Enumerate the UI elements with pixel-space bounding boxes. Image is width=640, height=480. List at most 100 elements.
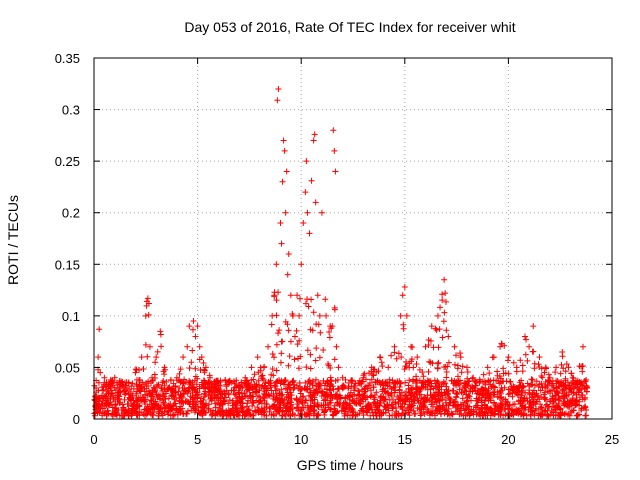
- scatter-point: [100, 386, 107, 393]
- scatter-point: [244, 400, 251, 407]
- scatter-point: [376, 410, 383, 417]
- scatter-point: [458, 369, 465, 376]
- scatter-point: [436, 397, 443, 404]
- data-point: [345, 379, 352, 386]
- scatter-point: [272, 383, 279, 390]
- data-point: [165, 385, 172, 392]
- data-point: [271, 292, 278, 299]
- scatter-point: [491, 391, 498, 398]
- scatter-point: [583, 376, 590, 383]
- scatter-point: [557, 405, 564, 412]
- scatter-point: [191, 386, 198, 393]
- scatter-point: [557, 412, 564, 419]
- scatter-point: [388, 352, 395, 359]
- scatter-point: [455, 401, 462, 408]
- scatter-point: [442, 298, 449, 305]
- scatter-point: [116, 388, 123, 395]
- scatter-point: [208, 394, 215, 401]
- scatter-point: [381, 396, 388, 403]
- x-tick-label: 25: [605, 432, 619, 447]
- scatter-point: [237, 398, 244, 405]
- scatter-point: [226, 377, 233, 384]
- data-point: [542, 364, 549, 371]
- scatter-point: [390, 396, 397, 403]
- scatter-point: [276, 408, 283, 415]
- scatter-point: [276, 390, 283, 397]
- scatter-point: [96, 398, 103, 405]
- scatter-point: [440, 378, 447, 385]
- x-tick-label: 15: [398, 432, 412, 447]
- scatter-point: [239, 408, 246, 415]
- scatter-point: [282, 385, 289, 392]
- scatter-point: [356, 391, 363, 398]
- x-tick-label: 5: [194, 432, 201, 447]
- scatter-point: [273, 367, 280, 374]
- scatter-point: [576, 394, 583, 401]
- scatter-point: [442, 363, 449, 370]
- scatter-point: [405, 385, 412, 392]
- data-point: [107, 385, 114, 392]
- scatter-point: [143, 388, 150, 395]
- scatter-point: [497, 400, 504, 407]
- scatter-point: [271, 382, 278, 389]
- scatter-point: [437, 393, 444, 400]
- data-point: [314, 292, 321, 299]
- scatter-point: [197, 410, 204, 417]
- scatter-point: [441, 406, 448, 413]
- scatter-point: [302, 379, 309, 386]
- data-point: [497, 343, 504, 350]
- scatter-point: [309, 382, 316, 389]
- scatter-point: [430, 344, 437, 351]
- scatter-point: [461, 407, 468, 414]
- scatter-point: [285, 362, 292, 369]
- scatter-point: [134, 403, 141, 410]
- scatter-point: [552, 369, 559, 376]
- scatter-point: [354, 387, 361, 394]
- scatter-point: [128, 383, 135, 390]
- data-point: [391, 343, 398, 350]
- data-point: [316, 312, 323, 319]
- scatter-point: [566, 402, 573, 409]
- scatter-point: [491, 400, 498, 407]
- data-point: [553, 364, 560, 371]
- scatter-point: [466, 393, 473, 400]
- scatter-point: [510, 359, 517, 366]
- scatter-point: [406, 409, 413, 416]
- scatter-point: [163, 388, 170, 395]
- scatter-point: [303, 397, 310, 404]
- scatter-point: [186, 365, 193, 372]
- scatter-point: [263, 412, 270, 419]
- scatter-point: [457, 377, 464, 384]
- scatter-point: [285, 327, 292, 334]
- scatter-point: [238, 406, 245, 413]
- data-point: [260, 364, 267, 371]
- scatter-point: [528, 376, 535, 383]
- scatter-point: [464, 397, 471, 404]
- scatter-point: [333, 392, 340, 399]
- scatter-point: [144, 353, 151, 360]
- scatter-point: [288, 401, 295, 408]
- scatter-point: [256, 393, 263, 400]
- scatter-point: [565, 398, 572, 405]
- scatter-point: [382, 385, 389, 392]
- scatter-point: [487, 397, 494, 404]
- scatter-point: [310, 309, 317, 316]
- scatter-point: [241, 390, 248, 397]
- scatter-point: [111, 408, 118, 415]
- scatter-point: [268, 387, 275, 394]
- scatter-point: [549, 377, 556, 384]
- scatter-point: [400, 321, 407, 328]
- scatter-point: [472, 387, 479, 394]
- scatter-point: [290, 377, 297, 384]
- data-point: [439, 291, 446, 298]
- scatter-point: [502, 370, 509, 377]
- scatter-point: [519, 368, 526, 375]
- scatter-point: [217, 395, 224, 402]
- data-point: [287, 292, 294, 299]
- data-point: [399, 292, 406, 299]
- data-point: [463, 364, 470, 371]
- scatter-point: [331, 402, 338, 409]
- scatter-point: [538, 393, 545, 400]
- scatter-point: [300, 393, 307, 400]
- scatter-point: [265, 391, 272, 398]
